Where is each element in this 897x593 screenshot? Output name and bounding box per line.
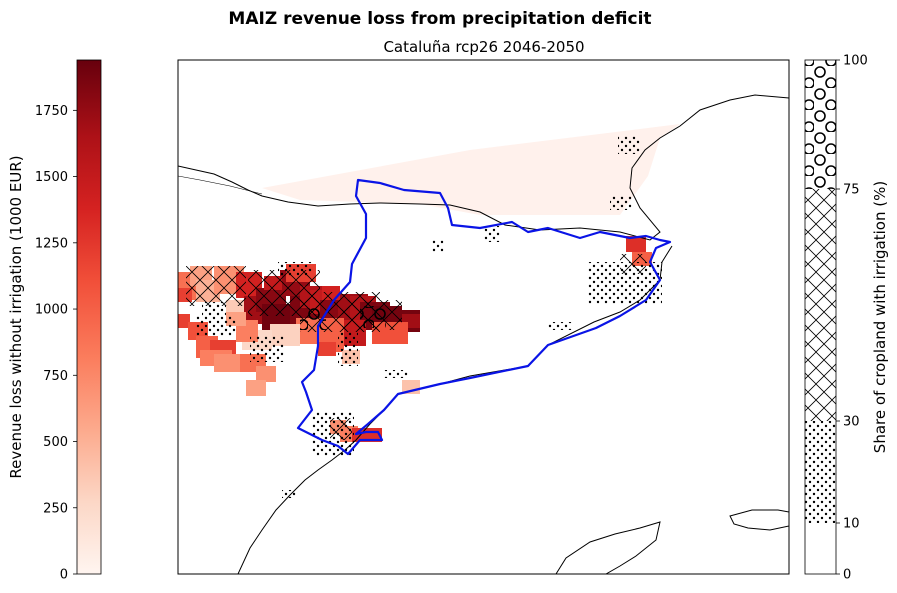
right-colorbar-ticks: 0 10 30 75 100 <box>836 54 868 583</box>
revenue-loss-cell <box>256 366 276 382</box>
hatch-bin-0-10 <box>805 523 836 574</box>
revenue-loss-cell <box>214 354 240 372</box>
irrigation-hatch <box>360 306 386 328</box>
irrigation-hatch <box>250 336 284 362</box>
irrigation-hatch <box>282 490 296 498</box>
left-colorbar-tick-label: 1000 <box>35 303 68 318</box>
right-colorbar-tick-label: 10 <box>843 517 860 532</box>
left-colorbar-tick-label: 1500 <box>35 170 68 185</box>
irrigation-hatch <box>610 196 632 210</box>
spain-france-border <box>178 175 263 195</box>
irrigation-hatch <box>312 412 354 456</box>
right-colorbar-tick-label: 75 <box>843 183 860 198</box>
left-colorbar-gradient <box>76 59 102 575</box>
left-colorbar-tick-label: 500 <box>43 435 68 450</box>
irrigation-hatch <box>202 302 226 316</box>
right-colorbar: 0 10 30 75 100 Share of cropland with irriga… <box>804 54 889 583</box>
irrigation-hatch <box>588 262 662 304</box>
right-colorbar-tick-label: 30 <box>843 415 860 430</box>
hatch-bin-10-30 <box>805 421 836 523</box>
map-frame <box>177 59 790 575</box>
irrigation-hatch-overlays <box>186 136 662 498</box>
irrigation-hatch <box>548 322 572 330</box>
left-colorbar-tick-label: 1250 <box>35 236 68 251</box>
right-colorbar-tick-label: 0 <box>843 568 851 583</box>
right-colorbar-label: Share of cropland with irrigation (%) <box>871 181 889 453</box>
map-panel <box>177 59 790 575</box>
revenue-loss-cell <box>178 314 190 328</box>
irrigation-hatch <box>186 266 246 306</box>
left-colorbar: 0 250 500 750 1000 1250 1500 1750 Revenue loss … <box>7 59 102 583</box>
irrigation-hatch <box>484 226 500 242</box>
irrigation-hatch <box>278 262 312 276</box>
left-colorbar-tick-label: 0 <box>60 568 68 583</box>
hatch-bin-75-100 <box>805 60 836 189</box>
low-loss-band <box>262 124 680 215</box>
revenue-loss-cell <box>626 236 646 252</box>
irrigation-hatch <box>432 240 444 252</box>
suptitle: MAIZ revenue loss from precipitation def… <box>228 9 651 29</box>
irrigation-hatch <box>384 370 408 378</box>
revenue-loss-cell <box>246 380 266 396</box>
hatch-bin-30-75 <box>805 189 836 421</box>
right-colorbar-frame <box>804 59 837 575</box>
left-colorbar-tick-label: 250 <box>43 501 68 516</box>
right-colorbar-tick-label: 100 <box>843 54 868 69</box>
catalonia-boundary <box>296 178 672 456</box>
map-title: Cataluña rcp26 2046-2050 <box>383 38 584 56</box>
left-colorbar-ticks: 0 250 500 750 1000 1250 1500 1750 <box>35 104 77 583</box>
left-colorbar-tick-label: 1750 <box>35 104 68 119</box>
revenue-loss-cell <box>318 342 336 356</box>
coastline-menorca <box>729 509 789 531</box>
left-colorbar-tick-label: 750 <box>43 369 68 384</box>
irrigation-hatch <box>196 316 236 336</box>
left-colorbar-label: Revenue loss without irrigation (1000 EU… <box>7 155 25 478</box>
irrigation-hatch <box>338 332 358 366</box>
irrigation-hatch <box>618 136 640 154</box>
coastline-mallorca <box>555 521 661 574</box>
